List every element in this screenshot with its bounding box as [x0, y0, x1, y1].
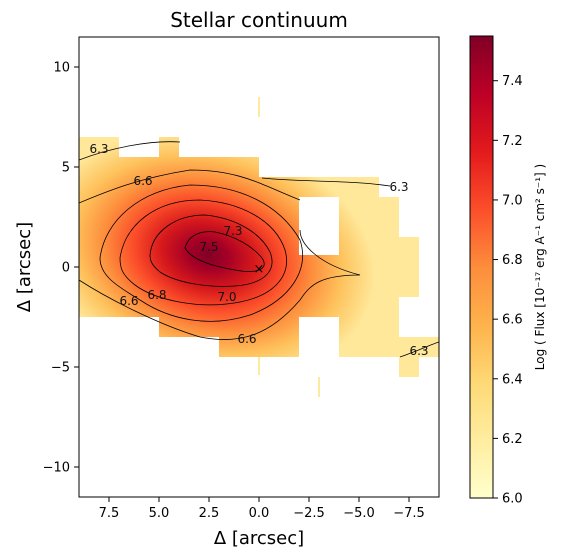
flux-map [79, 97, 439, 397]
x-tick-label: 0.0 [249, 506, 270, 521]
contour-7.3 [149, 214, 273, 287]
colorbar-label: Log ( Flux [10⁻¹⁷ erg A⁻¹ cm² s⁻¹] ) [533, 164, 547, 370]
contours [79, 141, 439, 358]
colorbar-tick-label: 6.8 [502, 253, 523, 268]
y-axis: 10 5 0 −5 −10 [43, 61, 79, 476]
contour-6.6-lower [79, 229, 361, 340]
masked-pixel-strip-lower-right [318, 377, 320, 397]
contour-label: 6.3 [409, 344, 428, 358]
contour-6.3-lower [399, 341, 439, 358]
contour-label: 6.3 [389, 180, 408, 194]
contour-6.8 [99, 184, 303, 322]
colorbar-tick-label: 6.6 [502, 313, 523, 328]
colorbar-tick-label: 6.0 [502, 492, 523, 507]
masked-pixel [299, 197, 339, 255]
contour-6.6 [79, 169, 301, 204]
masked-pixel-strip-lower [258, 357, 260, 375]
contour-6.3-right [261, 177, 391, 187]
y-tick-label: 10 [53, 61, 70, 76]
x-tick-label: −2.5 [293, 506, 325, 521]
contour-label: 7.3 [223, 224, 242, 238]
colorbar-tick-label: 6.4 [502, 372, 523, 387]
contour-labels: 6.3 6.3 6.3 6.6 6.6 6.6 6.8 7.0 7.3 7.5 [89, 142, 428, 358]
contour-6.3 [79, 141, 181, 161]
contour-label: 6.3 [89, 142, 108, 156]
x-tick-label: −5.0 [343, 506, 375, 521]
contour-label: 6.6 [237, 332, 256, 346]
colorbar-tick-label: 6.2 [502, 432, 523, 447]
chart-title: Stellar continuum [170, 8, 348, 32]
masked-pixel-strip [258, 97, 260, 117]
x-tick-label: −7.5 [393, 506, 425, 521]
contour-7.5 [184, 231, 265, 272]
y-tick-label: −5 [51, 361, 70, 376]
colorbar-tick-label: 7.4 [502, 74, 523, 89]
contour-7.0 [119, 199, 287, 306]
contour-label: 6.8 [147, 288, 166, 302]
colorbar-ticks: 6.0 6.2 6.4 6.6 6.8 7.0 7.2 7.4 [493, 74, 523, 507]
flux-region [79, 137, 439, 377]
center-marker: × [254, 262, 265, 277]
colorbar-tick-label: 7.2 [502, 134, 523, 149]
contour-label: 6.6 [133, 174, 152, 188]
contour-label: 6.6 [119, 294, 138, 308]
colorbar [469, 35, 494, 499]
contour-label: 7.5 [199, 240, 218, 254]
y-tick-label: 0 [62, 261, 70, 276]
y-axis-label: Δ [arcsec] [14, 222, 35, 312]
x-axis: 7.5 5.0 2.5 0.0 −2.5 −5.0 −7.5 [99, 497, 425, 521]
x-axis-label: Δ [arcsec] [214, 528, 304, 549]
y-tick-label: 5 [62, 161, 70, 176]
contour-label: 7.0 [217, 290, 236, 304]
y-tick-label: −10 [43, 461, 70, 476]
x-tick-label: 5.0 [149, 506, 170, 521]
x-tick-label: 7.5 [99, 506, 120, 521]
colorbar-tick-label: 7.0 [502, 193, 523, 208]
x-tick-label: 2.5 [199, 506, 220, 521]
